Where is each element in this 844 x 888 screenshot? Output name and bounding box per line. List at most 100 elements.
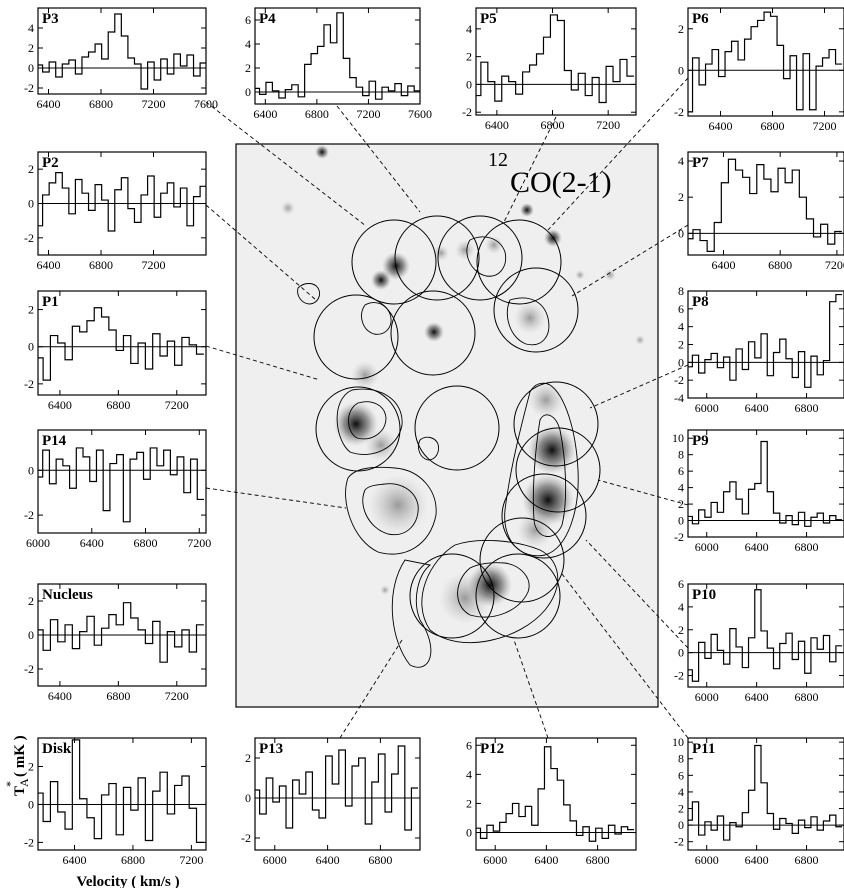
x-tick-label: 6800 [121,853,145,867]
panel-p11: 6000 6400 6800 -2 0 2 4 6 8 10 P11 [672,735,844,867]
emission-blob [528,382,564,418]
y-tick-label: 2 [678,802,684,816]
x-tick-label: 6800 [89,97,113,111]
y-tick-label: 4 [678,320,684,334]
contour-line [345,466,437,555]
y-tick-label: -2 [24,835,34,849]
y-tick-label: 6 [678,302,684,316]
x-tick-label: 7200 [356,107,380,121]
contour-line [362,483,419,536]
panel-frame [475,7,637,116]
map-label-sup: 12 [488,149,508,171]
y-tick-label: 2 [678,338,684,352]
x-tick-label: 6400 [534,853,558,867]
panel-title: P4 [259,11,276,27]
panel-title: P13 [259,741,283,757]
map-label: CO(2-1) [510,166,612,199]
y-tick-label: 2 [466,50,472,64]
y-tick-label: 4 [678,785,684,799]
x-tick-label: 7200 [142,97,166,111]
x-tick-label: 6000 [695,690,719,704]
emission-blob [334,402,378,446]
y-tick-label: 8 [678,752,684,766]
emission-blob [371,270,391,290]
leader-line-p1 [205,345,321,381]
panel-p2: 6400 6800 7200 -2 0 2 P2 [24,151,207,272]
leader-line-p4 [336,105,421,213]
panel-frame [687,151,844,256]
y-tick-label: 6 [678,577,684,591]
panel-title: P7 [692,155,709,171]
y-tick-label: 6 [466,738,472,752]
x-tick-label: 6000 [263,853,287,867]
emission-blob [315,145,329,159]
x-tick-label: 6400 [745,853,769,867]
emission-blob [635,335,645,345]
emission-blob [517,512,553,548]
y-axis-label-sub: A [17,778,31,787]
panel-frame [687,737,844,851]
y-tick-label: 0 [28,797,34,811]
y-tick-label: 6 [678,464,684,478]
x-tick-label: 7600 [194,97,218,111]
panel-p4: 6400 6800 7200 7600 0 2 4 6 P4 [245,7,432,121]
emission-blob [520,203,534,217]
y-tick-label: -2 [24,377,34,391]
beam-circle [313,294,399,380]
contour-line [297,283,321,305]
panel-frame [37,290,207,396]
spectrum-line-p10 [688,589,843,682]
y-tick-label: 0 [466,826,472,840]
panel-frame [687,7,844,117]
y-tick-label: -2 [241,831,251,845]
x-tick-label: 6400 [709,119,733,133]
leader-line-p12 [513,639,549,739]
y-tick-label: 8 [678,284,684,298]
emission-blob [424,322,444,342]
x-tick-label: 6800 [795,853,819,867]
y-tick-label: 2 [678,497,684,511]
beam-circle [479,517,565,603]
y-tick-label: 0 [28,628,34,642]
y-tick-label: 2 [678,190,684,204]
y-tick-label: 2 [28,759,34,773]
beam-circle [493,267,579,353]
emission-blob [281,201,295,215]
panel-p13: 6000 6400 6800 -2 0 2 P13 [241,737,421,867]
spectrum-line-nucleus [38,602,204,663]
emission-blob [365,429,397,461]
spectrum-line-p1 [38,307,204,381]
y-tick-label: -2 [674,835,684,849]
y-tick-label: -2 [24,662,34,676]
contour-line [336,388,403,455]
y-tick-label: 4 [678,154,684,168]
spectrum-line-p9 [688,440,843,527]
beam-circles [313,215,601,639]
beam-circle [475,553,561,639]
beam-circle [515,427,601,513]
x-tick-label: 7200 [142,258,166,272]
y-tick-label: 2 [28,594,34,608]
beam-circle [315,386,401,472]
spectrum-line-p11 [688,744,843,841]
contour-line [532,414,567,537]
beam-circle [414,385,500,471]
panel-title: P14 [42,433,67,449]
y-tick-label: 0 [678,226,684,240]
spectrum-line-p14 [38,447,204,523]
spectrum-line-p12 [476,746,635,842]
x-tick-label: 6800 [586,853,610,867]
x-tick-label: 6800 [368,853,392,867]
y-tick-label: 0 [678,63,684,77]
spectrum-line-p7 [688,158,842,252]
x-tick-label: 7200 [825,258,844,272]
panel-frame [687,429,844,538]
y-tick-label: 0 [678,355,684,369]
x-tick-label: 7200 [596,118,620,132]
x-tick-label: 6800 [89,258,113,272]
y-tick-label: -2 [24,231,34,245]
spectrum-line-p13 [255,745,419,831]
y-tick-label: 2 [245,61,251,75]
x-tick-label: 6800 [795,401,819,415]
